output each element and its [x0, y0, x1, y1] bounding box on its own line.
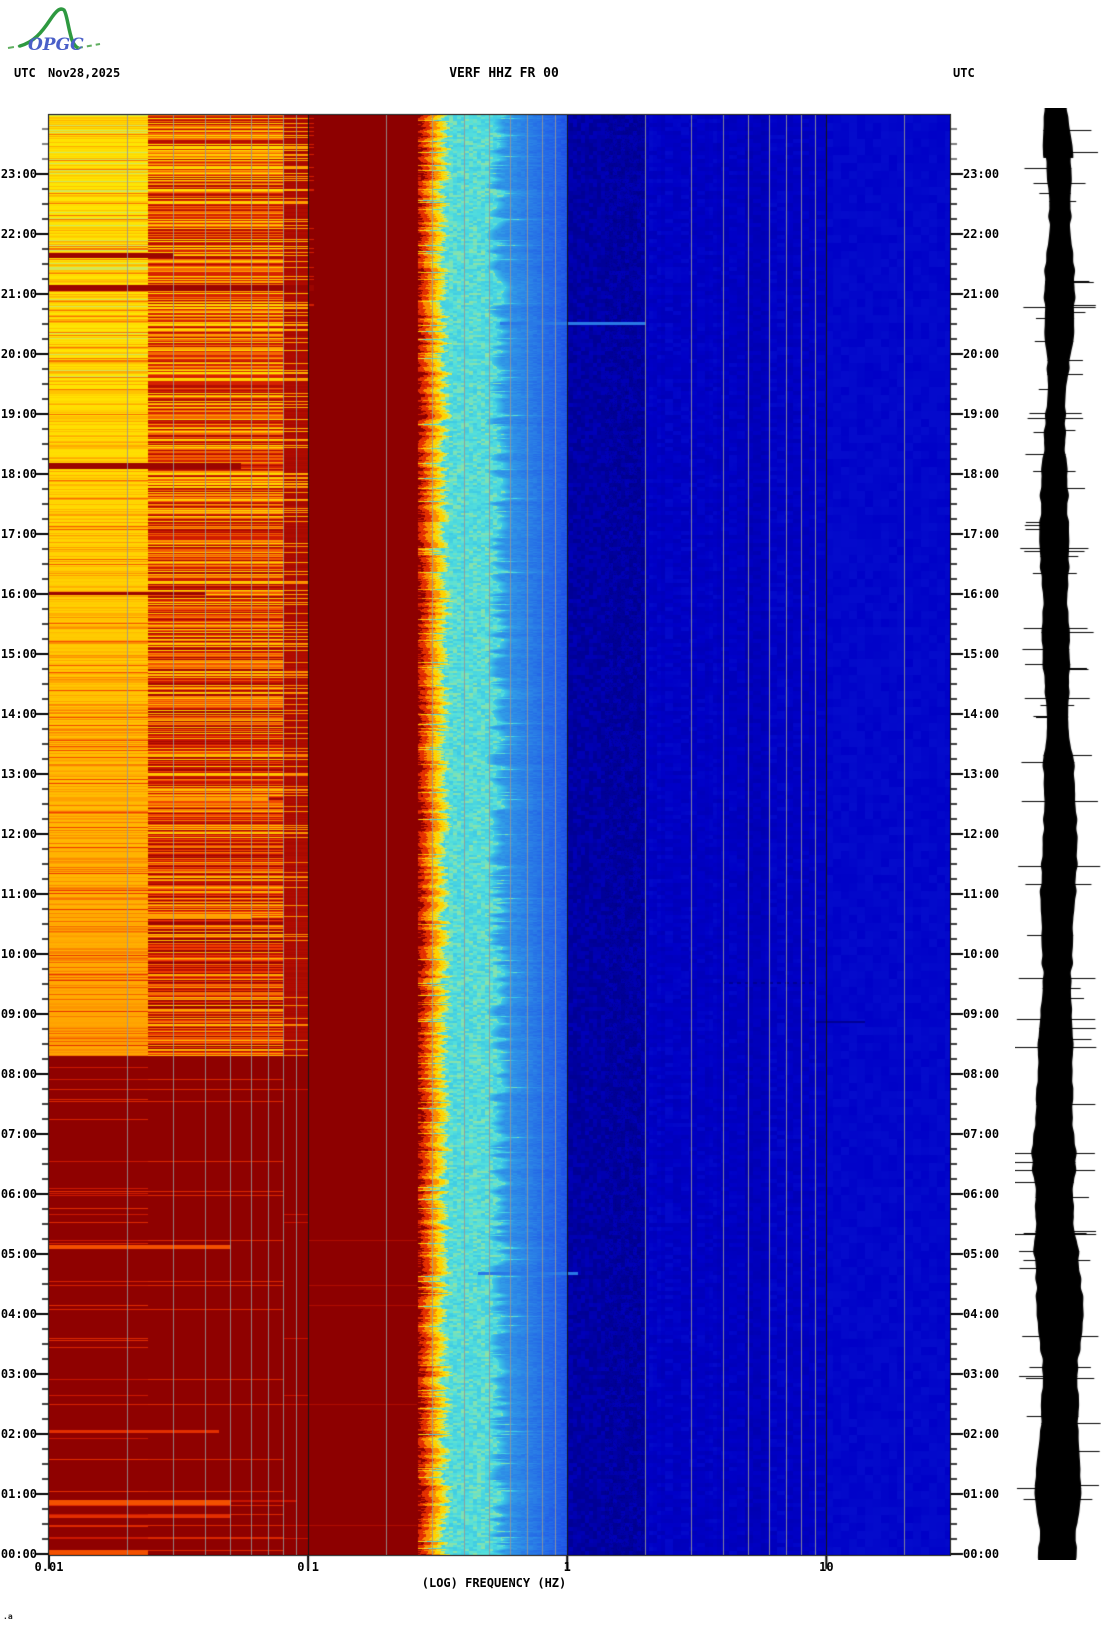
y-axis-label-left: 19:00	[0, 407, 37, 421]
y-axis-label-right: 01:00	[963, 1487, 1000, 1501]
y-axis-label-left: 14:00	[0, 707, 37, 721]
x-axis-tick-label: 10	[819, 1560, 834, 1574]
x-axis-tick-label: 0.1	[297, 1560, 319, 1574]
y-axis-label-right: 04:00	[963, 1307, 1000, 1321]
y-axis-label-left: 13:00	[0, 767, 37, 781]
y-axis-label-left: 21:00	[0, 287, 37, 301]
y-axis-label-right: 22:00	[963, 227, 1000, 241]
y-axis-label-left: 18:00	[0, 467, 37, 481]
y-axis-label-left: 02:00	[0, 1427, 37, 1441]
y-axis-label-right: 10:00	[963, 947, 1000, 961]
y-axis-label-right: 03:00	[963, 1367, 1000, 1381]
y-axis-label-left: 01:00	[0, 1487, 37, 1501]
y-axis-label-left: 16:00	[0, 587, 37, 601]
y-axis-label-right: 11:00	[963, 887, 1000, 901]
y-axis-label-left: 17:00	[0, 527, 37, 541]
y-axis-label-left: 08:00	[0, 1067, 37, 1081]
y-axis-label-right: 21:00	[963, 287, 1000, 301]
y-axis-label-left: 11:00	[0, 887, 37, 901]
seismogram-trace-canvas	[1015, 108, 1101, 1560]
y-axis-label-left: 04:00	[0, 1307, 37, 1321]
y-axis-label-left: 07:00	[0, 1127, 37, 1141]
y-axis-label-right: 20:00	[963, 347, 1000, 361]
y-axis-label-left: 10:00	[0, 947, 37, 961]
y-axis-label-left: 23:00	[0, 167, 37, 181]
y-axis-label-right: 23:00	[963, 167, 1000, 181]
y-axis-label-left: 09:00	[0, 1007, 37, 1021]
y-axis-label-left: 22:00	[0, 227, 37, 241]
y-axis-label-right: 14:00	[963, 707, 1000, 721]
y-axis-label-right: 13:00	[963, 767, 1000, 781]
y-axis-label-right: 08:00	[963, 1067, 1000, 1081]
y-axis-label-right: 07:00	[963, 1127, 1000, 1141]
corner-artifact: .a	[3, 1612, 13, 1621]
y-axis-label-left: 05:00	[0, 1247, 37, 1261]
x-axis-tick-label: 0.01	[34, 1560, 64, 1574]
y-axis-label-right: 00:00	[963, 1547, 1000, 1561]
y-axis-label-right: 05:00	[963, 1247, 1000, 1261]
y-axis-label-left: 00:00	[0, 1547, 37, 1561]
y-axis-label-right: 02:00	[963, 1427, 1000, 1441]
y-axis-label-right: 17:00	[963, 527, 1000, 541]
y-axis-label-left: 06:00	[0, 1187, 37, 1201]
y-axis-label-right: 19:00	[963, 407, 1000, 421]
y-axis-label-left: 15:00	[0, 647, 37, 661]
y-axis-label-left: 03:00	[0, 1367, 37, 1381]
y-axis-label-right: 06:00	[963, 1187, 1000, 1201]
y-axis-label-right: 16:00	[963, 587, 1000, 601]
x-axis-tick-label: 1	[563, 1560, 571, 1574]
y-axis-label-right: 12:00	[963, 827, 1000, 841]
y-axis-label-left: 20:00	[0, 347, 37, 361]
x-axis-title: (LOG) FREQUENCY (HZ)	[421, 1576, 567, 1590]
y-axis-label-right: 15:00	[963, 647, 1000, 661]
y-axis-label-right: 09:00	[963, 1007, 1000, 1021]
y-axis-label-left: 12:00	[0, 827, 37, 841]
y-axis-label-right: 18:00	[963, 467, 1000, 481]
